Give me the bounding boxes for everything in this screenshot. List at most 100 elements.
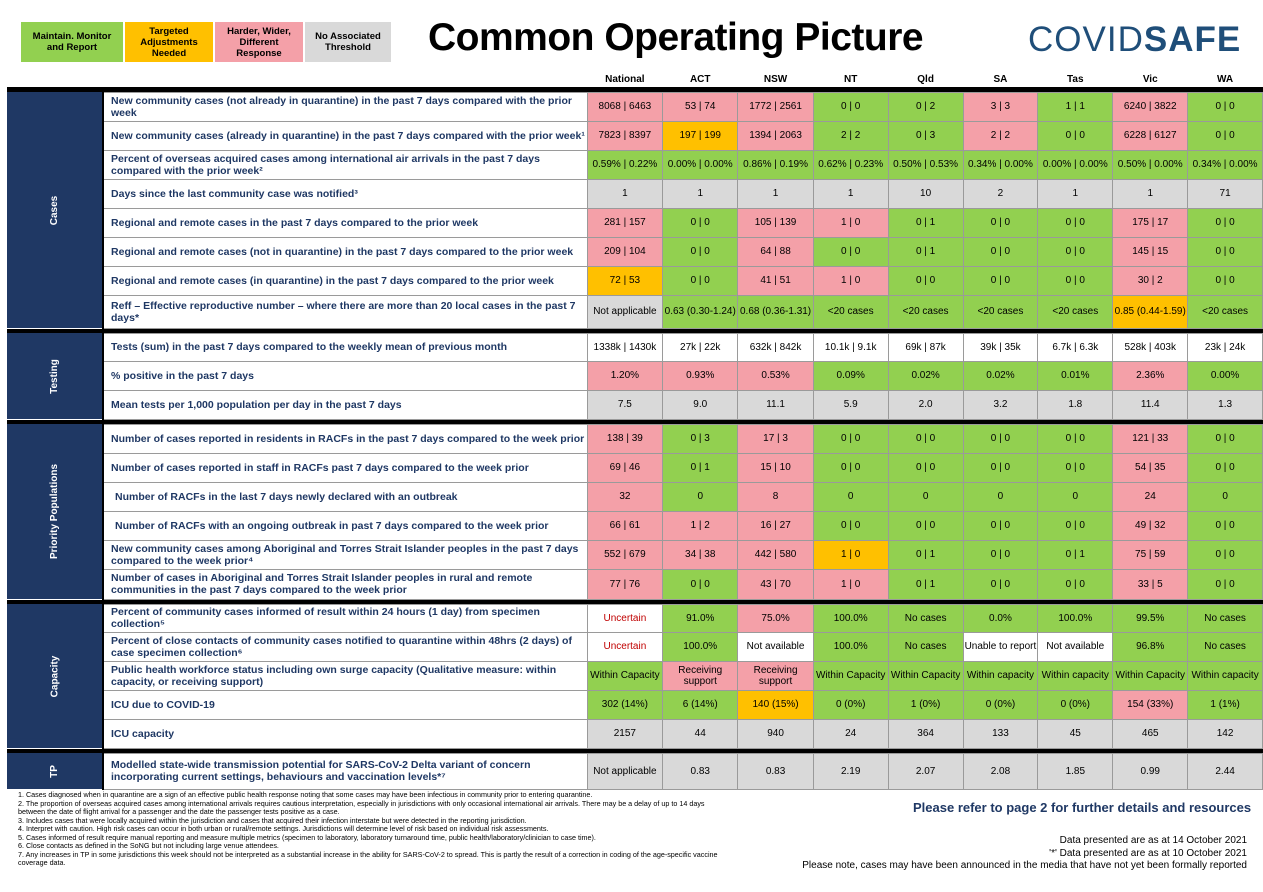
cell: 15 | 10	[737, 452, 814, 483]
cell: Within Capacity	[887, 660, 964, 691]
table-row: New community cases (already in quaranti…	[7, 120, 1263, 151]
footnote: 7. Any increases in TP in some jurisdict…	[18, 849, 718, 867]
cell: 3.2	[962, 389, 1039, 420]
table-row: New community cases among Aboriginal and…	[7, 539, 1263, 570]
cell: 442 | 580	[737, 539, 814, 570]
page-title: Common Operating Picture	[428, 16, 924, 59]
cell: 0 | 1	[887, 207, 964, 238]
cell: 121 | 33	[1112, 423, 1189, 454]
cell: 632k | 842k	[737, 332, 814, 362]
cell: 0 | 0	[1037, 568, 1114, 600]
cell: 11.1	[737, 389, 814, 420]
cell: <20 cases	[812, 294, 889, 329]
cell: 41 | 51	[737, 265, 814, 296]
cell: 281 | 157	[586, 207, 664, 238]
cell: 0 | 0	[1187, 265, 1263, 296]
cell: 0	[1037, 481, 1114, 512]
section-capacity: Capacity	[7, 604, 105, 748]
col-header: Vic	[1142, 74, 1158, 85]
cell: 364	[887, 718, 964, 749]
row-label: ICU due to COVID-19	[102, 689, 588, 720]
cell: 5.9	[812, 389, 889, 420]
footnote: 1. Cases diagnosed when in quarantine ar…	[18, 790, 593, 799]
cell: 24	[812, 718, 889, 749]
row-label: Reff – Effective reproductive number – w…	[102, 294, 588, 329]
cell: 465	[1112, 718, 1189, 749]
cell: 8	[737, 481, 814, 512]
cell: 77 | 76	[586, 568, 664, 600]
cell: 11.4	[1112, 389, 1189, 420]
cell: 138 | 39	[586, 423, 664, 454]
logo-part-safe: SAFE	[1143, 20, 1242, 59]
cell: 0 | 0	[887, 510, 964, 541]
cell: 0 | 0	[962, 510, 1039, 541]
cell: 0.93%	[662, 360, 739, 391]
cell: 0 | 1	[1037, 539, 1114, 570]
cell: Uncertain	[586, 603, 664, 633]
cell: 133	[962, 718, 1039, 749]
cell: 0.63 (0.30-1.24)	[662, 294, 739, 329]
cell: 0 | 0	[812, 423, 889, 454]
table-row: Regional and remote cases (not in quaran…	[7, 236, 1263, 267]
cell: <20 cases	[962, 294, 1039, 329]
cell: 7.5	[586, 389, 664, 420]
logo-part-covid: COVID	[1028, 20, 1144, 59]
cell: 6 (14%)	[662, 689, 739, 720]
cell: 1 | 1	[1037, 91, 1114, 122]
cell: 1 | 2	[662, 510, 739, 541]
cell: 0 | 1	[662, 452, 739, 483]
cell: 1	[586, 178, 664, 209]
cell: 6228 | 6127	[1112, 120, 1189, 151]
cell: 0 | 0	[1187, 236, 1263, 267]
cell: 0.83	[737, 752, 814, 790]
cell: 2.44	[1187, 752, 1263, 790]
cell: 0.00% | 0.00%	[1037, 149, 1114, 180]
footnote: 5. Cases informed of result require manu…	[18, 832, 596, 842]
cell: 8068 | 6463	[586, 91, 664, 122]
row-label: Percent of community cases informed of r…	[102, 603, 588, 633]
cell: 16 | 27	[737, 510, 814, 541]
row-label: New community cases (not already in quar…	[102, 91, 588, 122]
cell: 0 | 0	[1037, 510, 1114, 541]
row-label: Percent of overseas acquired cases among…	[102, 149, 588, 180]
cell: 0 (0%)	[962, 689, 1039, 720]
cell: 43 | 70	[737, 568, 814, 600]
legend-no-threshold: No Associated Threshold	[305, 22, 391, 62]
cell: 1.20%	[586, 360, 664, 391]
cell: 0 | 0	[1187, 452, 1263, 483]
cell: 0.50% | 0.53%	[887, 149, 964, 180]
cell: 0 | 0	[1037, 265, 1114, 296]
cell: 75.0%	[737, 603, 814, 633]
cell: 24	[1112, 481, 1189, 512]
table-row: Number of RACFs with an ongoing outbreak…	[7, 510, 1263, 541]
cell: 1394 | 2063	[737, 120, 814, 151]
cell: Within Capacity	[586, 660, 664, 691]
row-label: Number of cases reported in residents in…	[102, 423, 588, 454]
legend-harder: Harder, Wider, Different Response	[215, 22, 303, 62]
cell: Within Capacity	[1112, 660, 1189, 691]
cell: 1 | 0	[812, 207, 889, 238]
cell: Not available	[737, 631, 814, 662]
cell: 0.00%	[1187, 360, 1263, 391]
section-tp: TP	[7, 753, 105, 789]
cell: 1 | 0	[812, 539, 889, 570]
table-row: % positive in the past 7 days 1.20% 0.93…	[7, 360, 1263, 391]
cell: 1 (0%)	[887, 689, 964, 720]
cell: 0 | 0	[962, 265, 1039, 296]
cell: 0.09%	[812, 360, 889, 391]
col-header: Tas	[1067, 74, 1084, 85]
cell: Within capacity	[1187, 660, 1263, 691]
cell: 1	[1037, 178, 1114, 209]
row-label: New community cases among Aboriginal and…	[102, 539, 588, 570]
cell: <20 cases	[1037, 294, 1114, 329]
cell: 0 | 0	[1187, 510, 1263, 541]
cell: 0	[662, 481, 739, 512]
cell: 7823 | 8397	[586, 120, 664, 151]
cell: 1	[812, 178, 889, 209]
cell: 140 (15%)	[737, 689, 814, 720]
table-row: Reff – Effective reproductive number – w…	[7, 294, 1263, 329]
cell: 44	[662, 718, 739, 749]
cell: 0.00% | 0.00%	[662, 149, 739, 180]
cell: <20 cases	[1187, 294, 1263, 329]
cell: 0	[962, 481, 1039, 512]
